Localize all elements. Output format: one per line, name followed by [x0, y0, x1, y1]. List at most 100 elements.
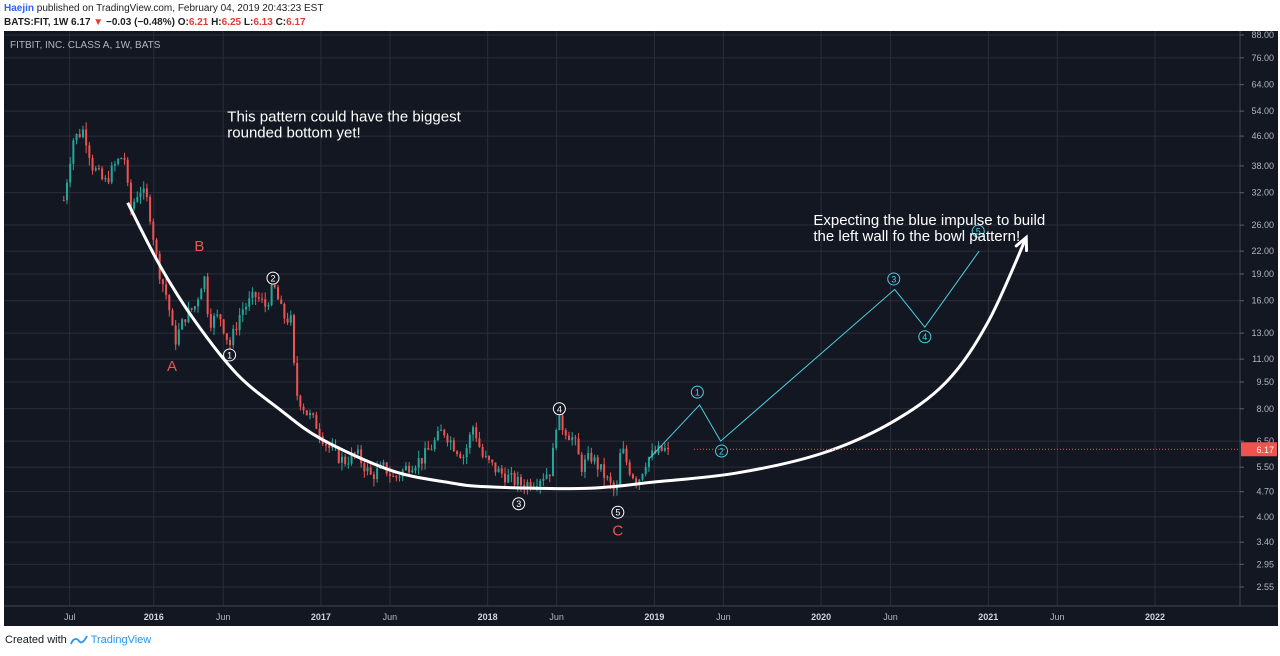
white-wave-label: 3 — [516, 499, 521, 509]
candle-body — [245, 306, 248, 310]
price-tick-label: 5.50 — [1256, 462, 1274, 472]
price-axis[interactable]: 88.00 76.00 64.00 54.00 46.00 38.00 32.00 26.00… — [1239, 30, 1277, 606]
candle-body — [504, 473, 507, 483]
grid-lines — [4, 31, 1240, 606]
candle-body — [500, 468, 503, 474]
candle-body — [104, 177, 107, 180]
candle-body — [651, 450, 654, 458]
candle-body — [494, 462, 497, 473]
candle-body — [472, 427, 475, 435]
time-tick-label: 2019 — [644, 612, 664, 622]
candle-body — [101, 168, 104, 180]
candle-body — [72, 140, 75, 164]
candle-body — [564, 430, 567, 436]
candle-body — [238, 314, 241, 331]
candle-body — [449, 440, 452, 443]
candle-body — [251, 292, 254, 299]
down-arrow-icon: ▼ — [93, 17, 104, 28]
candle-body — [353, 452, 356, 454]
candle-body — [481, 446, 484, 457]
candle-body — [299, 395, 302, 407]
candle-body — [120, 158, 123, 160]
annotation-text-line: the left wall fo the bowl pattern! — [813, 228, 1020, 245]
candle-body — [261, 298, 264, 300]
publish-info: Haejin published on TradingView.com, Feb… — [4, 3, 323, 14]
time-tick-label: Jun — [383, 612, 398, 622]
candle-body — [248, 298, 251, 307]
curve-arrowhead — [1014, 234, 1029, 253]
tradingview-brand[interactable]: TradingView — [90, 634, 152, 646]
published-text: published on TradingView.com, February 0… — [36, 3, 324, 14]
chart-container[interactable]: 1 2 3 4 5 1 2 3 4 5 B A C This pattern could have the… — [4, 30, 1278, 626]
candle-body — [571, 437, 574, 441]
candle-body — [644, 467, 647, 474]
candle-body — [165, 284, 168, 296]
candle-body — [78, 133, 81, 138]
candle-body — [395, 476, 398, 478]
candle-body — [200, 289, 203, 300]
candle-body — [408, 465, 411, 473]
price-tick-label: 11.00 — [1252, 354, 1274, 364]
candle-body — [235, 328, 238, 331]
blue-wave-label-circle — [971, 224, 985, 238]
white-wave-label: 5 — [615, 508, 620, 518]
candle-body — [580, 454, 583, 472]
candle-body — [133, 201, 136, 209]
candle-body — [392, 476, 395, 478]
candle-body — [446, 435, 449, 443]
candle-body — [366, 467, 369, 472]
price-tick-label: 32.00 — [1251, 188, 1274, 198]
white-wave-label-circle — [266, 271, 280, 285]
candle-body — [561, 415, 564, 431]
candle-body — [567, 435, 570, 441]
time-axis[interactable]: Jul 2016 Jun 2017 Jun 2018 Jun 2019 Jun 2020 Jun 20… — [4, 605, 1278, 622]
abc-wave-label: C — [612, 522, 623, 539]
candle-body — [363, 463, 366, 472]
white-wave-label-circle — [512, 497, 526, 511]
time-tick-label: 2021 — [978, 612, 998, 622]
candle-body — [276, 287, 279, 300]
author-link[interactable]: Haejin — [4, 3, 35, 14]
candle-body — [267, 305, 270, 307]
ohlc-low: L:6.13 — [243, 17, 273, 28]
candle-body — [168, 295, 171, 311]
candle-body — [318, 428, 321, 437]
candle-body — [315, 414, 318, 429]
candle-body — [344, 456, 347, 464]
time-tick-label: Jun — [549, 612, 564, 622]
candle-body — [264, 299, 267, 307]
candle-body — [232, 328, 235, 346]
price-tick-label: 4.70 — [1256, 487, 1274, 497]
candle-body — [545, 474, 548, 479]
candle-body — [347, 463, 350, 465]
price-tick-label: 22.00 — [1251, 246, 1274, 256]
candle-body — [638, 479, 641, 485]
blue-wave-label: 3 — [891, 274, 896, 284]
candle-body — [184, 319, 187, 323]
price-chart[interactable]: 1 2 3 4 5 1 2 3 4 5 B A C This pattern could have the… — [4, 30, 1278, 626]
candle-body — [75, 133, 78, 141]
white-wave-label-circle — [611, 505, 625, 519]
candle-body — [520, 476, 523, 486]
price-tick-label: 4.00 — [1256, 512, 1274, 522]
candle-body — [388, 473, 391, 477]
candle-body — [436, 430, 439, 441]
candle-body — [308, 413, 311, 416]
candle-body — [542, 478, 545, 481]
annotation-text-line: This pattern could have the biggest — [227, 109, 461, 126]
white-wave-label: 2 — [270, 274, 275, 284]
price-tick-label: 19.00 — [1251, 269, 1274, 279]
candle-body — [609, 476, 612, 483]
candle-body — [113, 163, 116, 166]
white-wave-label-circle — [223, 348, 237, 362]
candle-body — [465, 447, 468, 457]
candle-body — [574, 437, 577, 439]
candle-body — [229, 339, 232, 346]
candle-body — [513, 472, 516, 485]
candle-body — [129, 182, 132, 209]
candle-body — [273, 285, 276, 288]
price-tick-label: 46.00 — [1251, 131, 1274, 141]
candle-body — [145, 188, 148, 197]
candle-body — [615, 486, 618, 490]
candle-body — [94, 168, 97, 171]
